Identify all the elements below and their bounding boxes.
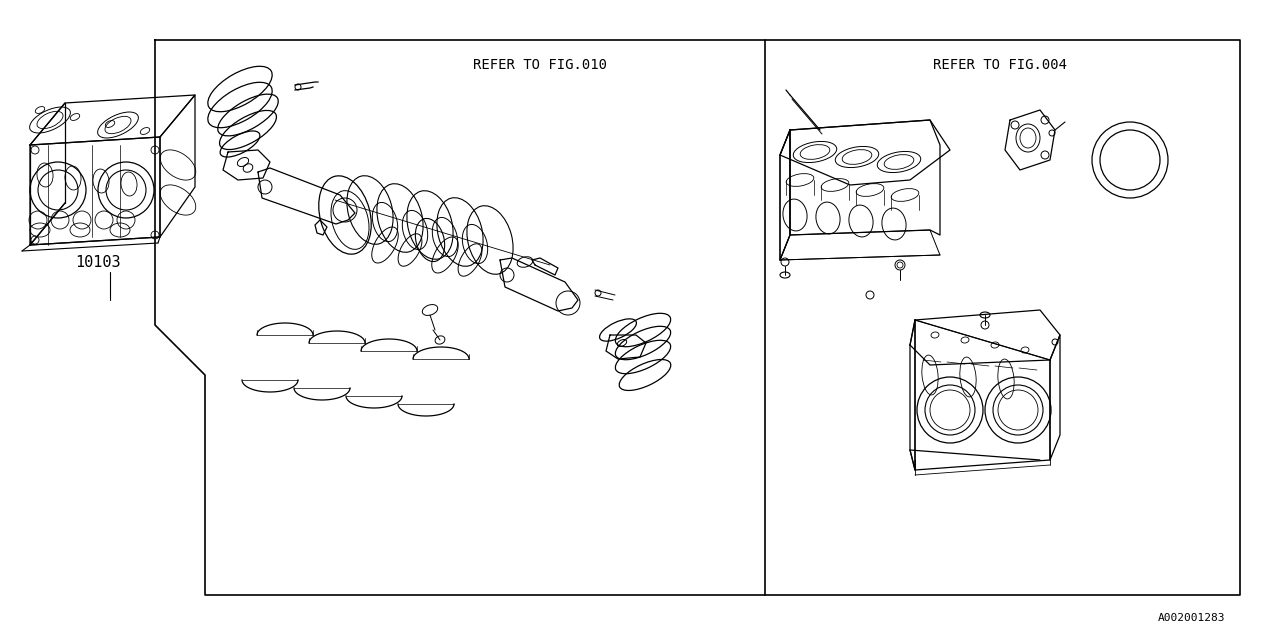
Text: 10103: 10103 (76, 255, 120, 269)
Text: REFER TO FIG.004: REFER TO FIG.004 (933, 58, 1068, 72)
Text: A002001283: A002001283 (1157, 613, 1225, 623)
Text: REFER TO FIG.010: REFER TO FIG.010 (474, 58, 607, 72)
